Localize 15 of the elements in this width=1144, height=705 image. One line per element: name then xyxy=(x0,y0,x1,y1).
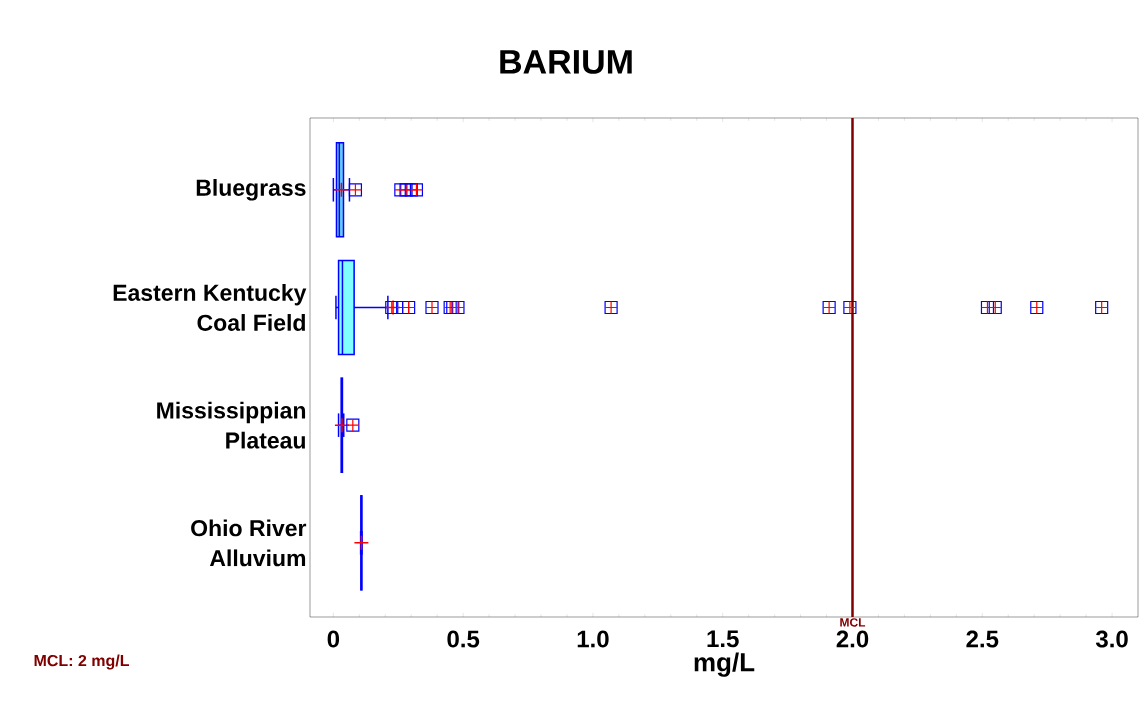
x-tick-label: 3.0 xyxy=(1095,630,1128,648)
x-tick-label: 1.0 xyxy=(577,630,609,648)
x-axis-title: mg/L xyxy=(694,652,755,677)
x-tick-label: 0.5 xyxy=(447,630,480,648)
y-tick-label: Eastern Kentucky Coal Field xyxy=(113,284,307,331)
y-tick-label: Mississippian Plateau xyxy=(157,401,306,449)
x-tick-label: 2.5 xyxy=(966,630,999,648)
ref-line-label: MCL xyxy=(840,618,866,627)
x-tick-label: 0 xyxy=(327,630,340,648)
y-tick-label: Ohio River Alluvium xyxy=(191,519,307,567)
chart-title: BARIUM xyxy=(500,50,632,74)
y-tick-label: Bluegrass xyxy=(196,179,306,201)
text: MCL: 2 mg/L xyxy=(34,654,130,670)
x-tick-label: 2.0 xyxy=(836,630,869,648)
x-tick-label: 1.5 xyxy=(707,630,739,648)
